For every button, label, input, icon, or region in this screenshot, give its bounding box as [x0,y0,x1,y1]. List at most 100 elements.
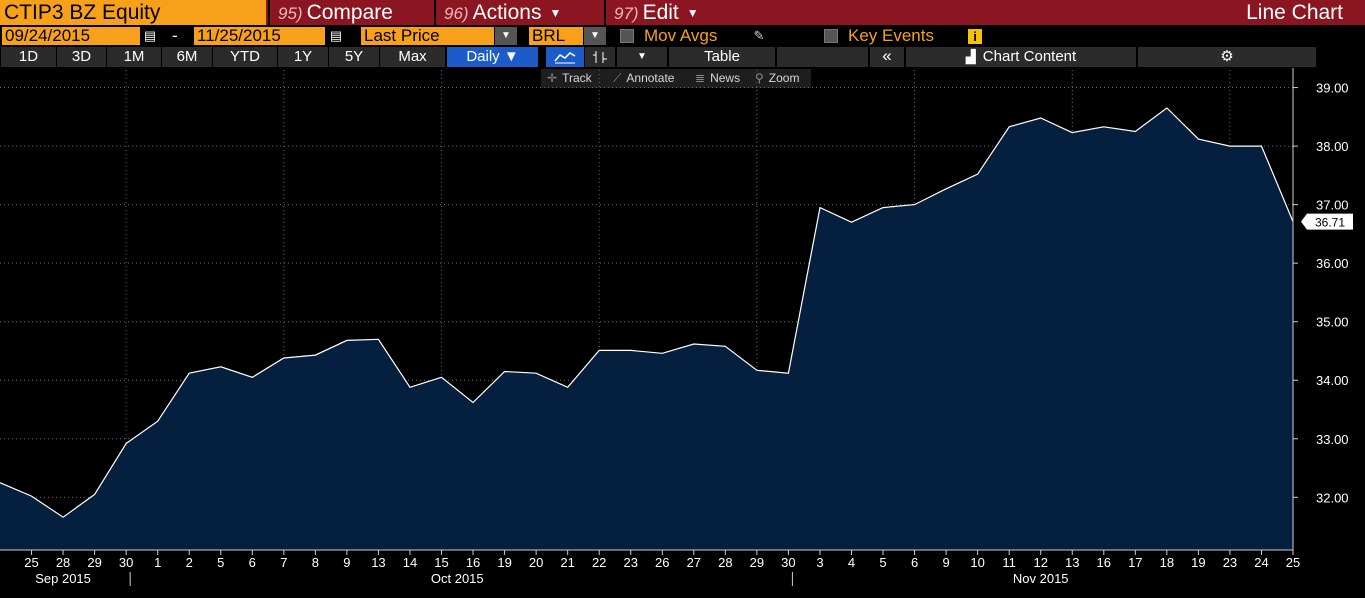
x-tick-label: 3 [816,555,823,570]
actions-menu[interactable]: 96) Actions ▼ [434,0,602,25]
x-tick-label: 28 [718,555,732,570]
annotate-tool[interactable]: ⟋ Annotate [613,69,674,88]
edit-menu-number: 97) [614,4,639,23]
x-tick-label: 13 [1065,555,1079,570]
end-date-field[interactable]: 11/25/2015 [194,27,325,45]
x-tick-label: 16 [1097,555,1111,570]
chart-content-button[interactable]: ▟ Chart Content [906,47,1136,67]
period-ytd-button[interactable]: YTD [213,47,277,67]
key-events-label[interactable]: Key Events [848,26,934,45]
x-tick-label: 30 [781,555,795,570]
x-tick-label: 6 [249,555,256,570]
x-tick-label: 22 [592,555,606,570]
x-tick-label: 10 [970,555,984,570]
pen-icon: ⟋ [613,71,622,85]
zoom-label: Zoom [768,71,800,85]
period-1y-button[interactable]: 1Y [278,47,328,67]
x-tick-label: 9 [343,555,350,570]
magnifier-icon: ⚲ [755,71,764,85]
pencil-icon[interactable]: ✎ [753,28,765,43]
x-tick-label: 18 [1160,555,1174,570]
period-6m-button[interactable]: 6M [162,47,212,67]
period-1m-button[interactable]: 1M [107,47,161,67]
x-tick-label: 29 [750,555,764,570]
table-button[interactable]: Table [669,47,775,67]
x-tick-label: 4 [848,555,855,570]
frequency-select[interactable]: Daily ▼ [447,47,538,67]
x-tick-label: 5 [217,555,224,570]
price-area [0,108,1293,550]
x-tick-label: 16 [466,555,480,570]
x-tick-label: 20 [529,555,543,570]
edit-menu[interactable]: 97) Edit ▼ [604,0,730,25]
x-tick-label: 23 [1223,555,1237,570]
x-tick-label: 23 [623,555,637,570]
chevron-down-icon[interactable]: ▼ [617,47,667,67]
period-3d-button[interactable]: 3D [57,47,106,67]
x-tick-label: 14 [403,555,417,570]
last-price-tag [1301,213,1353,230]
settings-button[interactable]: ⚙ [1138,47,1316,67]
y-tick-label: 35.00 [1316,315,1349,330]
price-line [0,107,1294,518]
x-tick-label: 5 [879,555,886,570]
x-tick-label: 2 [186,555,193,570]
price-field-select[interactable]: Last Price [361,27,494,45]
x-tick-label: 30 [119,555,133,570]
period-max-button[interactable]: Max [380,47,445,67]
edit-menu-label: Edit [642,1,679,24]
annotate-label: Annotate [626,71,675,85]
compare-menu-label: Compare [306,1,393,24]
currency-select[interactable]: BRL [529,27,583,45]
mov-avgs-label[interactable]: Mov Avgs [644,26,718,45]
x-tick-label: 27 [687,555,701,570]
zoom-tool[interactable]: ⚲ Zoom [755,69,799,88]
x-tick-label: 12 [1033,555,1047,570]
x-tick-label: 24 [1254,555,1268,570]
period-1d-button[interactable]: 1D [1,47,56,67]
month-label: Oct 2015 [431,571,484,586]
compare-menu[interactable]: 95) Compare [268,0,432,25]
x-tick-label: 8 [312,555,319,570]
period-toolbar: 1D 3D 1M 6M YTD 1Y 5Y Max Daily ▼ ▼ Tabl… [0,46,1365,68]
collapse-button[interactable]: « [870,47,904,67]
crosshair-icon: ✛ [547,71,558,85]
chevron-down-icon[interactable]: ▼ [584,27,606,45]
key-events-checkbox[interactable] [824,29,838,43]
y-tick-label: 38.00 [1316,139,1349,154]
track-label: Track [562,71,592,85]
y-tick-label: 34.00 [1316,373,1349,388]
x-tick-label: 6 [911,555,918,570]
calendar-icon[interactable]: ▤ [329,28,343,43]
month-label: Nov 2015 [1013,571,1069,586]
track-tool[interactable]: ✛ Track [547,69,592,88]
calendar-icon[interactable]: ▤ [143,28,157,43]
mov-avgs-checkbox[interactable] [620,29,634,43]
ohlc-bars-icon[interactable] [585,47,615,67]
x-tick-label: 29 [87,555,101,570]
gear-icon: ⚙ [1220,48,1234,65]
security-ticker[interactable]: CTIP3 BZ Equity [0,0,266,25]
x-tick-label: 7 [280,555,287,570]
x-tick-label: 25 [1286,555,1300,570]
month-label: Sep 2015 [35,571,91,586]
news-tool[interactable]: ≣ News [695,69,740,88]
x-tick-label: 1 [154,555,161,570]
x-tick-label: 9 [942,555,949,570]
x-tick-label: 25 [24,555,38,570]
price-chart[interactable]: 32.00 33.00 34.00 35.00 36.00 37.00 38.00 39.00… [0,68,1365,598]
toolbar-blank [777,47,868,67]
chart-content-label: Chart Content [982,48,1077,65]
actions-menu-number: 96) [444,4,469,23]
y-tick-label: 37.00 [1316,198,1349,213]
period-5y-button[interactable]: 5Y [329,47,379,67]
info-icon[interactable]: i [968,29,982,44]
start-date-field[interactable]: 09/24/2015 [2,27,140,45]
x-axis: 25 28 29 30 1 2 5 6 7 8 9 13 14 15 16 19 20 21 22 23 26 27 28 2… [0,549,1300,586]
chevron-down-icon[interactable]: ▼ [495,27,517,45]
x-tick-label: 15 [434,555,448,570]
line-chart-icon[interactable] [546,47,584,67]
chart-type-title: Line Chart [1246,1,1343,24]
range-bar: 09/24/2015 ▤ - 11/25/2015 ▤ Last Price ▼… [0,25,1365,46]
news-icon: ≣ [695,71,706,85]
